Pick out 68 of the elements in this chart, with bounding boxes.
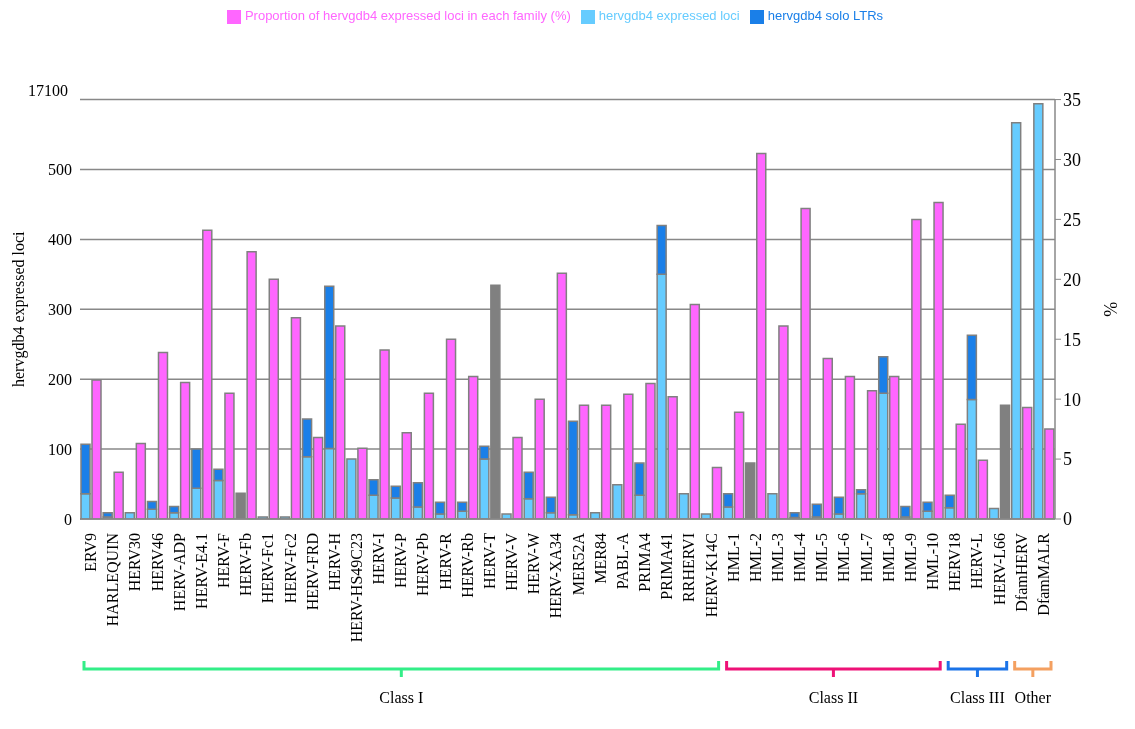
x-tick-label: HERV-P — [392, 532, 410, 589]
y2-tick-label: 5 — [1063, 449, 1072, 470]
x-tick-label: HML-4 — [791, 533, 809, 582]
y-tick-label: 200 — [48, 370, 72, 388]
text: Class II — [808, 689, 859, 706]
x-tick-label: HERV18 — [946, 533, 964, 592]
text: Other — [1014, 689, 1052, 706]
x-tick-label: HML-8 — [879, 533, 897, 582]
x-tick-label: DfamHERV — [1012, 532, 1030, 612]
x-tick-label: PABL-A — [613, 532, 631, 590]
y2-axis-title: % — [1101, 301, 1122, 317]
x-tick-label: PRIMA41 — [658, 533, 676, 600]
x-tick-label: HML-6 — [835, 533, 853, 582]
x-tick-label: HERV-FRD — [303, 533, 321, 611]
y2-tick-label: 20 — [1063, 269, 1081, 290]
x-tick-label: HERV-Fb — [237, 533, 255, 597]
x-tick-label: HML-2 — [746, 533, 764, 582]
y-axis-title: hervgdb4 expressed loci — [9, 230, 28, 388]
y2-tick-label: 10 — [1063, 389, 1081, 410]
x-tick-label: HERV-L — [968, 533, 986, 589]
x-tick-label: HML-1 — [724, 533, 742, 582]
y2-tick-label: 25 — [1063, 209, 1081, 230]
y2-tick-label: 35 — [1063, 89, 1081, 110]
x-tick-label: HML-9 — [901, 533, 919, 582]
x-tick-label: MER84 — [591, 533, 609, 584]
x-tick-label: HERV-Fc2 — [281, 533, 299, 604]
y-tick-label: 100 — [48, 440, 72, 458]
y-tick-label: 0 — [64, 510, 72, 528]
y-tick-label: 500 — [48, 161, 72, 179]
x-tick-label: HERV-H — [325, 532, 343, 591]
x-tick-label: HERV-Fc1 — [259, 533, 277, 604]
x-tick-label: HML-7 — [857, 533, 875, 582]
x-tick-label: HARLEQUIN — [104, 532, 122, 627]
x-tick-label: DfamMALR — [1034, 532, 1052, 616]
x-tick-label: HERV-XA34 — [547, 533, 565, 619]
x-tick-label: HML-10 — [924, 533, 942, 590]
x-tick-label: HERV-R — [436, 532, 454, 590]
x-tick-label: HERV-T — [480, 532, 498, 589]
x-tick-label: HML-3 — [769, 533, 787, 582]
legend-label: hervgdb4 solo LTRs — [767, 8, 884, 23]
y2-tick-label: 15 — [1063, 329, 1081, 350]
y-tick-label: 300 — [48, 300, 72, 318]
x-tick-label: HERV-HS49C23 — [347, 533, 365, 643]
x-tick-label: RRHERVI — [680, 533, 698, 602]
x-tick-label: HML-5 — [813, 533, 831, 582]
legend-label: hervgdb4 expressed loci — [598, 8, 740, 23]
y2-tick-label: 30 — [1063, 149, 1081, 170]
x-tick-label: MER52A — [569, 532, 587, 596]
text: Class III — [950, 689, 1005, 706]
legend-label: Proportion of hervgdb4 expressed loci in each family (%) — [244, 8, 571, 23]
x-tick-label: PRIMA4 — [636, 533, 654, 592]
x-tick-label: HERV-L66 — [990, 533, 1008, 605]
x-tick-label: ERV9 — [82, 533, 100, 572]
x-tick-label: HERV30 — [126, 533, 144, 592]
x-tick-label: HERV-F — [215, 532, 233, 589]
x-tick-label: HERV-Rb — [458, 533, 476, 598]
y2-tick-label: 0 — [1063, 509, 1072, 530]
x-tick-label: HERV46 — [148, 533, 166, 592]
text: 17100 — [28, 82, 68, 99]
x-tick-label: HERV-ADP — [170, 532, 188, 612]
y-tick-label: 400 — [48, 231, 72, 249]
x-tick-label: HERV-W — [525, 532, 543, 595]
x-tick-label: HERV-V — [503, 532, 521, 591]
x-tick-label: HERV-K14C — [702, 533, 720, 618]
x-tick-label: HERV-E4.1 — [192, 533, 210, 609]
x-tick-label: HERV-Pb — [414, 533, 432, 597]
x-tick-label: HERV-I — [370, 533, 388, 585]
text: Class I — [379, 689, 424, 706]
